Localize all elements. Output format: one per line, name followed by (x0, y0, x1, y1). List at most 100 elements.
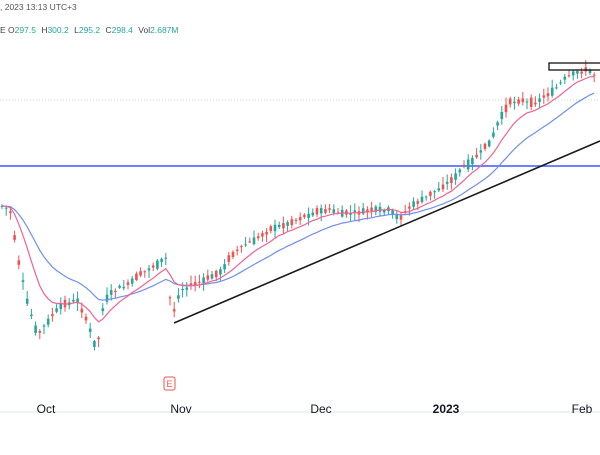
candle-bear (542, 95, 546, 98)
candle-bear (151, 265, 155, 268)
candle-bear (462, 164, 466, 166)
close-label: C (105, 25, 112, 35)
candle-bull (538, 98, 541, 102)
candle-bear (290, 219, 294, 226)
candle-bear (504, 104, 508, 113)
open-label: E O (0, 25, 15, 35)
candle-bear (231, 251, 235, 257)
candle-bull (46, 318, 50, 325)
candle-bull (160, 258, 163, 262)
candle-bear (324, 209, 327, 213)
candle-bull (588, 69, 592, 74)
candle-bull (391, 210, 394, 215)
candle-bull (559, 82, 562, 84)
candle-bull (479, 150, 483, 153)
candle-bear (80, 308, 84, 313)
candle-bull (147, 268, 151, 271)
candle-bear (408, 206, 411, 209)
candle-bear (303, 214, 306, 218)
candle-bear (84, 316, 88, 321)
candle-bull (130, 278, 134, 284)
candle-bull (555, 87, 558, 89)
x-tick-label-nov: Nov (170, 402, 191, 416)
candle-bull (374, 206, 378, 212)
candle-bull (4, 207, 8, 209)
candle-bear (315, 208, 319, 215)
ohlc-legend: E O297.5 H300.2 L295.2 C298.4 Vol2.687M (0, 25, 178, 35)
candle-bear (97, 337, 100, 340)
candle-bear (189, 283, 193, 285)
candle-bull (93, 340, 96, 347)
candle-bull (445, 181, 449, 184)
candle-bear (261, 233, 264, 237)
candle-bull (202, 277, 205, 283)
candle-bull (244, 244, 247, 246)
candle-bear (13, 235, 16, 240)
candle-bear (294, 219, 298, 221)
candle-bear (370, 207, 373, 212)
candle-bull (550, 87, 554, 96)
high-value: 300.2 (47, 25, 69, 35)
candle-bear (483, 143, 487, 149)
close-value: 298.4 (111, 25, 133, 35)
x-tick-label-feb: Feb (572, 402, 593, 416)
candle-bull (378, 206, 382, 212)
candle-bull (252, 237, 256, 245)
volume-label: Vol (138, 25, 151, 35)
candle-bull (496, 122, 499, 126)
candle-bull (492, 132, 495, 137)
candle-bull (454, 173, 457, 180)
candle-bear (256, 236, 260, 239)
earnings-marker: E (163, 376, 176, 391)
candle-bear (580, 71, 583, 74)
candle-bear (328, 208, 331, 210)
candle-bull (466, 159, 470, 170)
candle-bull (361, 208, 365, 214)
candle-bear (282, 223, 285, 229)
candle-bear (450, 177, 453, 183)
high-label: H (41, 25, 48, 35)
candle-bear (240, 246, 243, 248)
candle-bull (273, 224, 277, 232)
candle-bull (353, 210, 357, 213)
low-value: 295.2 (78, 25, 101, 35)
x-tick-label-dec: Dec (310, 402, 331, 416)
candle-bear (17, 260, 21, 265)
candle-bull (59, 303, 63, 309)
candle-bull (210, 274, 214, 279)
candle-bull (576, 71, 579, 74)
candle-bear (248, 241, 252, 243)
candle-bull (424, 196, 428, 198)
candle-bear (9, 211, 12, 214)
candle-bear (265, 231, 268, 235)
candle-bear (126, 282, 130, 285)
candle-bull (101, 308, 105, 312)
candle-bull (458, 169, 462, 173)
candle-bear (298, 217, 302, 221)
candle-bull (34, 325, 37, 334)
candle-bull (332, 209, 336, 213)
candle-bull (72, 299, 75, 302)
candle-bear (143, 271, 147, 273)
candle-bull (118, 285, 121, 288)
candle-bull (471, 157, 474, 165)
candle-bull (437, 188, 441, 191)
candle-bear (269, 226, 273, 231)
candle-bull (307, 213, 310, 218)
volume-value: 2.687M (150, 25, 179, 35)
candle-bear (366, 209, 369, 212)
candle-bear (168, 297, 172, 299)
candle-bull (571, 71, 575, 76)
open-value: 297.5 (14, 25, 36, 35)
candle-bear (592, 74, 596, 76)
candle-bear (508, 98, 512, 105)
candle-bull (164, 257, 168, 259)
candle-bear (546, 93, 550, 97)
candle-bull (219, 269, 222, 275)
candle-bull (319, 208, 323, 214)
candle-bull (395, 214, 399, 220)
candle-bull (487, 140, 491, 147)
candle-bull (286, 222, 289, 226)
